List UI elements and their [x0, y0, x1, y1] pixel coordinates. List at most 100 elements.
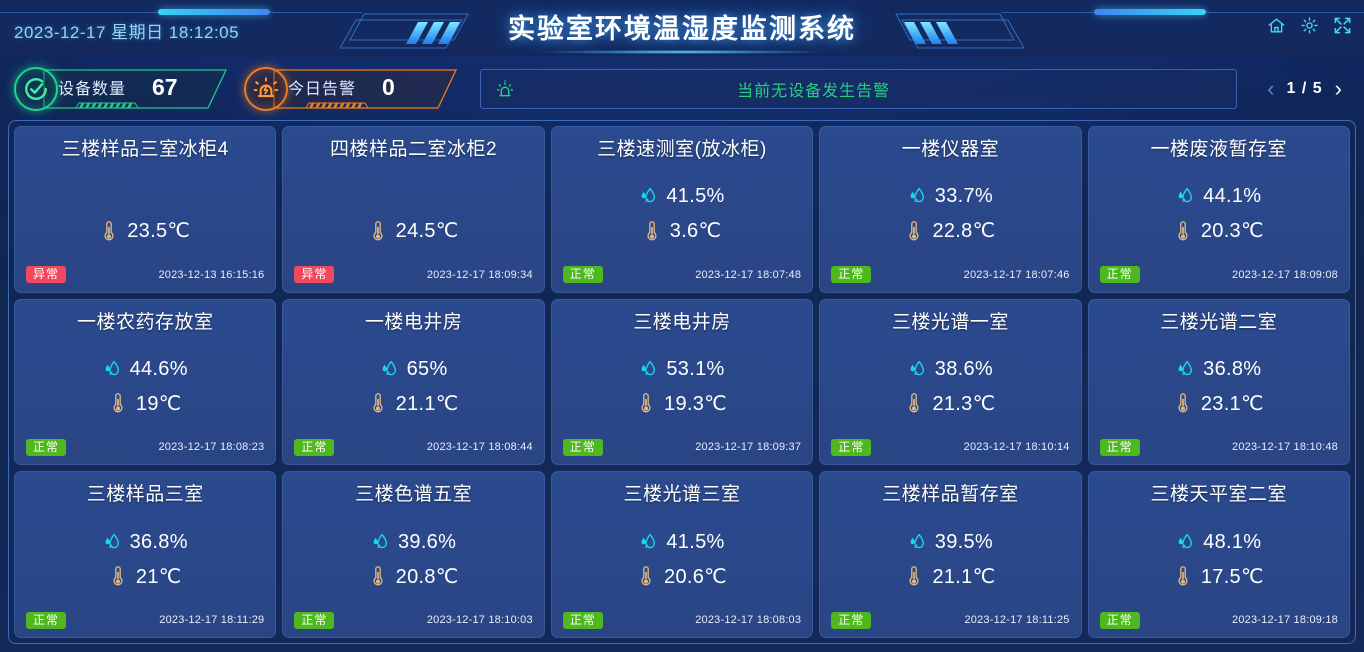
- device-card[interactable]: 三楼天平室二室 48.1% 17.5℃ 正常 2023-12-17 18:09:18: [1087, 471, 1350, 638]
- temperature-value: 21℃: [135, 565, 182, 588]
- gear-icon[interactable]: [1300, 16, 1319, 35]
- stats-bar: 设备数量 67: [0, 61, 1364, 117]
- thermometer-icon: [369, 392, 387, 414]
- device-readings: 48.1% 17.5℃: [1100, 508, 1338, 610]
- stat-today-alarms: 今日告警 0: [242, 66, 458, 112]
- device-card[interactable]: 三楼光谱三室 41.5% 20.6℃ 正常 2023-12-17 18:08:03: [550, 471, 814, 638]
- device-name: 三楼色谱五室: [355, 484, 473, 506]
- humidity-value: 36.8%: [129, 530, 188, 553]
- device-card[interactable]: 三楼电井房 53.1% 19.3℃ 正常 2023-12-17 18:09:37: [550, 298, 814, 466]
- header-datetime: 2023-12-17 星期日 18:12:05: [14, 23, 240, 42]
- pagination-prev-button[interactable]: ‹: [1267, 76, 1275, 101]
- thermometer-icon: [905, 220, 923, 242]
- device-card-footer: 正常 2023-12-17 18:08:23: [26, 437, 264, 457]
- device-timestamp: 2023-12-17 18:09:34: [426, 268, 533, 281]
- status-badge: 正常: [1099, 438, 1140, 456]
- temperature-reading: 19.3℃: [637, 388, 727, 418]
- stat-device-count-text: 设备数量 67: [58, 66, 228, 108]
- device-card[interactable]: 三楼色谱五室 39.6% 20.8℃ 正常 2023-12-17 18:10:03: [282, 471, 545, 638]
- humidity-reading: 44.6%: [103, 354, 188, 384]
- status-badge: 正常: [294, 438, 335, 456]
- stat-device-count: 设备数量 67: [12, 66, 228, 112]
- device-card[interactable]: 一楼废液暂存室 44.1% 20.3℃ 正常 2023-12-17 18:09:08: [1087, 126, 1350, 293]
- stat-today-alarms-label: 今日告警: [288, 81, 357, 98]
- fullscreen-icon[interactable]: [1333, 16, 1352, 35]
- device-card[interactable]: 三楼速测室(放冰柜) 41.5% 3.6℃ 正常 2023-12-17 18:07:48: [550, 126, 814, 293]
- thermometer-icon: [643, 220, 661, 242]
- header-deco-left: [340, 10, 472, 52]
- humidity-droplet-icon: [103, 532, 121, 553]
- device-card[interactable]: 三楼样品三室冰柜4 23.5℃ 异常 2023-12-13 16:15:16: [14, 126, 277, 293]
- humidity-reading: 41.5%: [639, 527, 724, 557]
- status-badge: 正常: [26, 611, 67, 629]
- humidity-reading: 65%: [380, 354, 448, 384]
- device-card[interactable]: 四楼样品二室冰柜2 24.5℃ 异常 2023-12-17 18:09:34: [282, 126, 545, 293]
- device-name: 三楼光谱一室: [891, 311, 1009, 333]
- page-title: 实验室环境温湿度监测系统: [508, 14, 856, 44]
- device-card[interactable]: 三楼样品三室 36.8% 21℃ 正常 2023-12-17 18:11:29: [14, 471, 277, 638]
- device-readings: 33.7% 22.8℃: [831, 163, 1069, 265]
- humidity-droplet-icon: [1176, 532, 1194, 553]
- status-badge: 正常: [1099, 266, 1140, 284]
- temperature-reading: 17.5℃: [1174, 561, 1264, 591]
- device-card[interactable]: 一楼电井房 65% 21.1℃ 正常 2023-12-17 18:08:44: [282, 298, 545, 466]
- device-card-footer: 正常 2023-12-17 18:07:46: [831, 265, 1069, 285]
- humidity-value: 36.8%: [1203, 357, 1262, 380]
- temperature-value: 22.8℃: [932, 220, 996, 243]
- device-timestamp: 2023-12-17 18:11:25: [964, 614, 1070, 626]
- device-name: 一楼仪器室: [901, 139, 1000, 160]
- humidity-reading: 44.1%: [1176, 182, 1261, 212]
- humidity-reading: 41.5%: [639, 182, 724, 212]
- thermometer-icon: [637, 565, 655, 587]
- device-card[interactable]: 一楼农药存放室 44.6% 19℃ 正常 2023-12-17 18:08:23: [14, 298, 277, 466]
- thermometer-icon: [369, 220, 387, 242]
- temperature-value: 23.1℃: [1200, 392, 1264, 415]
- device-timestamp: 2023-12-17 18:08:03: [695, 614, 802, 626]
- temperature-value: 21.1℃: [932, 565, 996, 588]
- device-readings: 36.8% 23.1℃: [1100, 336, 1338, 438]
- temperature-value: 3.6℃: [669, 220, 722, 243]
- thermometer-icon: [1174, 392, 1192, 414]
- device-name: 一楼电井房: [364, 311, 463, 333]
- temperature-value: 20.8℃: [395, 565, 459, 588]
- alert-message: 当前无设备发生告警: [737, 83, 891, 100]
- thermometer-icon: [1174, 220, 1192, 242]
- device-timestamp: 2023-12-17 18:07:48: [695, 268, 802, 281]
- pagination-next-button[interactable]: ›: [1334, 76, 1342, 101]
- device-card[interactable]: 三楼样品暂存室 39.5% 21.1℃ 正常 2023-12-17 18:11:25: [819, 471, 1082, 638]
- alarm-bell-icon: [495, 78, 515, 100]
- humidity-value: 33.7%: [934, 185, 993, 208]
- thermometer-icon: [905, 392, 923, 414]
- device-name: 一楼废液暂存室: [1150, 139, 1288, 160]
- device-card-footer: 正常 2023-12-17 18:11:25: [831, 610, 1069, 630]
- header-accent-bar-left: [158, 9, 270, 15]
- device-readings: 41.5% 3.6℃: [563, 163, 801, 265]
- device-readings: 38.6% 21.3℃: [831, 336, 1069, 438]
- status-badge: 正常: [562, 611, 603, 629]
- device-readings: 65% 21.1℃: [294, 336, 532, 438]
- stat-device-count-value: 67: [152, 73, 178, 100]
- temperature-value: 19℃: [135, 392, 182, 415]
- device-name: 三楼样品暂存室: [882, 484, 1019, 506]
- device-readings: 24.5℃: [294, 163, 532, 265]
- status-badge: 正常: [831, 611, 872, 629]
- status-badge: 正常: [1099, 611, 1140, 629]
- home-icon[interactable]: [1267, 16, 1286, 35]
- status-badge: 正常: [831, 438, 872, 456]
- device-timestamp: 2023-12-17 18:09:18: [1232, 614, 1338, 626]
- humidity-droplet-icon: [908, 359, 926, 380]
- temperature-reading: 20.8℃: [369, 561, 459, 591]
- header-deco-right: [892, 10, 1024, 52]
- device-card[interactable]: 一楼仪器室 33.7% 22.8℃ 正常 2023-12-17 18:07:46: [819, 126, 1082, 293]
- thermometer-icon: [369, 565, 387, 587]
- humidity-droplet-icon: [380, 359, 398, 380]
- header-accent-bar-right: [1094, 9, 1206, 15]
- device-card[interactable]: 三楼光谱一室 38.6% 21.3℃ 正常 2023-12-17 18:10:14: [819, 298, 1082, 466]
- device-card-footer: 异常 2023-12-17 18:09:34: [294, 265, 533, 285]
- humidity-droplet-icon: [908, 186, 926, 207]
- device-grid-panel: 三楼样品三室冰柜4 23.5℃ 异常 2023-12-13 16:15:16 四楼样品…: [8, 120, 1356, 644]
- thermometer-icon: [100, 220, 118, 242]
- thermometer-icon: [109, 565, 127, 587]
- device-card[interactable]: 三楼光谱二室 36.8% 23.1℃ 正常 2023-12-17 18:10:48: [1087, 298, 1350, 466]
- humidity-value: 41.5%: [666, 530, 725, 553]
